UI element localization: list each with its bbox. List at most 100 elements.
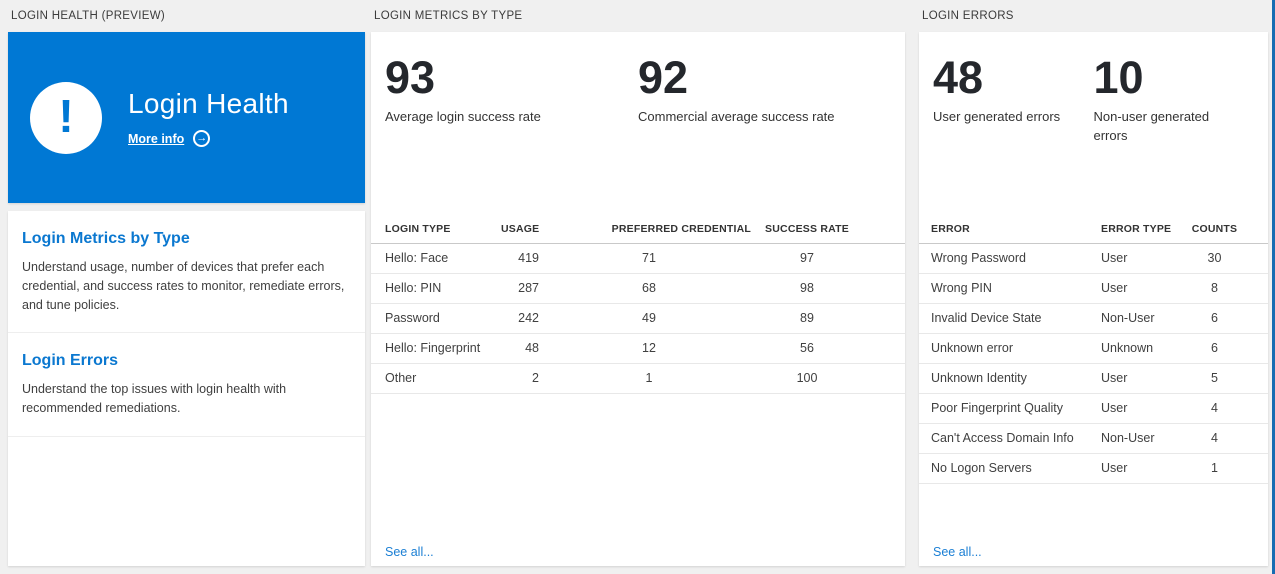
table-cell: User xyxy=(1089,243,1177,274)
table-cell: Unknown xyxy=(1089,333,1177,364)
login-metrics-card: 93 Average login success rate 92 Commerc… xyxy=(371,32,905,566)
see-all-link[interactable]: See all... xyxy=(385,545,434,559)
table-row[interactable]: Can't Access Domain Info Non-User 4 xyxy=(919,423,1268,454)
stat-label: User generated errors xyxy=(933,109,1061,124)
table-cell: Invalid Device State xyxy=(919,303,1089,334)
table-row[interactable]: Wrong Password User 30 xyxy=(919,243,1268,274)
nav-item-login-metrics-by-type[interactable]: Login Metrics by Type Understand usage, … xyxy=(8,211,365,334)
table-cell: 97 xyxy=(759,243,905,274)
table-cell: 419 xyxy=(501,243,539,274)
section-title-login-errors: LOGIN ERRORS xyxy=(922,10,1014,22)
table-cell: No Logon Servers xyxy=(919,453,1089,484)
section-title-login-metrics: LOGIN METRICS BY TYPE xyxy=(374,10,523,22)
table-cell: 12 xyxy=(539,333,759,364)
login-health-tile-text: Login Health More info → xyxy=(128,88,289,147)
table-cell: 8 xyxy=(1177,273,1268,304)
login-metrics-table: LOGIN TYPE USAGE PREFERRED CREDENTIAL SUCCE… xyxy=(371,215,905,394)
stat-commercial-average-success-rate: 92 Commercial average success rate xyxy=(638,55,891,215)
stat-average-login-success-rate: 93 Average login success rate xyxy=(385,55,638,215)
table-cell: User xyxy=(1089,453,1177,484)
section-title-login-health: LOGIN HEALTH (PREVIEW) xyxy=(11,10,165,22)
table-cell: 98 xyxy=(759,273,905,304)
table-row[interactable]: Hello: PIN 287 68 98 xyxy=(371,273,905,304)
table-row[interactable]: No Logon Servers User 1 xyxy=(919,453,1268,484)
table-cell: Can't Access Domain Info xyxy=(919,423,1089,454)
table-cell: Hello: PIN xyxy=(371,273,501,304)
errors-stats: 48 User generated errors 10 Non-user gen… xyxy=(919,32,1268,215)
table-row[interactable]: Poor Fingerprint Quality User 4 xyxy=(919,393,1268,424)
stat-value: 93 xyxy=(385,52,436,103)
table-cell: 2 xyxy=(501,363,539,394)
table-cell: Wrong Password xyxy=(919,243,1089,274)
table-row[interactable]: Unknown error Unknown 6 xyxy=(919,333,1268,364)
metrics-stats: 93 Average login success rate 92 Commerc… xyxy=(371,32,905,215)
table-cell: 242 xyxy=(501,303,539,334)
table-cell: User xyxy=(1089,363,1177,394)
stat-value: 10 xyxy=(1093,52,1144,103)
table-cell: 89 xyxy=(759,303,905,334)
stat-non-user-generated-errors: 10 Non-user generated errors xyxy=(1094,55,1255,215)
table-cell: 1 xyxy=(539,363,759,394)
login-health-column: LOGIN HEALTH (PREVIEW) ! Login Health Mo… xyxy=(8,0,365,566)
table-body: Hello: Face 419 71 97 Hello: PIN 287 68 98 Passw… xyxy=(371,243,905,394)
table-header-row: LOGIN TYPE USAGE PREFERRED CREDENTIAL SUCCE… xyxy=(371,215,905,244)
stat-label: Average login success rate xyxy=(385,109,541,124)
nav-item-login-errors[interactable]: Login Errors Understand the top issues w… xyxy=(8,333,365,437)
table-row[interactable]: Wrong PIN User 8 xyxy=(919,273,1268,304)
login-errors-table: ERROR ERROR TYPE COUNTS Wrong Password User… xyxy=(919,215,1268,484)
column-header: ERROR TYPE xyxy=(1089,215,1177,244)
nav-item-title: Login Metrics by Type xyxy=(22,230,190,247)
column-header: COUNTS xyxy=(1177,215,1268,244)
table-cell: Non-User xyxy=(1089,423,1177,454)
column-header: SUCCESS RATE xyxy=(759,215,905,244)
stat-value: 92 xyxy=(638,52,689,103)
nav-item-description: Understand the top issues with login hea… xyxy=(22,382,287,415)
table-cell: 287 xyxy=(501,273,539,304)
exclamation-warning-icon: ! xyxy=(30,81,102,154)
table-cell: 4 xyxy=(1177,393,1268,424)
table-cell: Password xyxy=(371,303,501,334)
see-all-link[interactable]: See all... xyxy=(933,545,982,559)
table-cell: Hello: Face xyxy=(371,243,501,274)
login-health-nav-card: Login Metrics by Type Understand usage, … xyxy=(8,211,365,566)
table-body: Wrong Password User 30 Wrong PIN User 8 Invali… xyxy=(919,243,1268,484)
table-cell: 68 xyxy=(539,273,759,304)
table-cell: 48 xyxy=(501,333,539,364)
table-cell: 4 xyxy=(1177,423,1268,454)
table-cell: 100 xyxy=(759,363,905,394)
login-metrics-column: LOGIN METRICS BY TYPE 93 Average login s… xyxy=(371,0,905,566)
table-cell: Unknown error xyxy=(919,333,1089,364)
login-errors-card: 48 User generated errors 10 Non-user gen… xyxy=(919,32,1268,566)
column-header: PREFERRED CREDENTIAL xyxy=(539,215,759,244)
column-header: USAGE xyxy=(501,215,539,244)
nav-item-title: Login Errors xyxy=(22,352,119,370)
table-row[interactable]: Unknown Identity User 5 xyxy=(919,363,1268,394)
table-cell: 6 xyxy=(1177,333,1268,364)
more-info-label: More info xyxy=(128,131,185,146)
table-cell: 30 xyxy=(1177,243,1268,274)
column-header: LOGIN TYPE xyxy=(371,215,501,244)
column-header: ERROR xyxy=(919,215,1089,244)
stat-label: Non-user generated errors xyxy=(1093,109,1210,143)
arrow-right-circle-icon: → xyxy=(193,130,211,147)
table-cell: Wrong PIN xyxy=(919,273,1089,304)
table-cell: User xyxy=(1089,393,1177,424)
table-cell: Non-User xyxy=(1089,303,1177,334)
stat-value: 48 xyxy=(933,52,984,103)
table-row[interactable]: Other 2 1 100 xyxy=(371,363,905,394)
stat-label: Commercial average success rate xyxy=(638,109,835,124)
table-cell: 71 xyxy=(539,243,759,274)
more-info-link[interactable]: More info → xyxy=(128,130,289,147)
tile-title: Login Health xyxy=(128,88,289,119)
table-cell: Hello: Fingerprint xyxy=(371,333,501,364)
table-cell: 56 xyxy=(759,333,905,364)
table-cell: Other xyxy=(371,363,501,394)
nav-item-description: Understand usage, number of devices that… xyxy=(22,260,345,312)
table-cell: 1 xyxy=(1177,453,1268,484)
table-row[interactable]: Password 242 49 89 xyxy=(371,303,905,334)
table-row[interactable]: Hello: Fingerprint 48 12 56 xyxy=(371,333,905,364)
table-row[interactable]: Invalid Device State Non-User 6 xyxy=(919,303,1268,334)
table-row[interactable]: Hello: Face 419 71 97 xyxy=(371,243,905,274)
login-health-tile[interactable]: ! Login Health More info → xyxy=(8,32,365,203)
table-cell: Poor Fingerprint Quality xyxy=(919,393,1089,424)
